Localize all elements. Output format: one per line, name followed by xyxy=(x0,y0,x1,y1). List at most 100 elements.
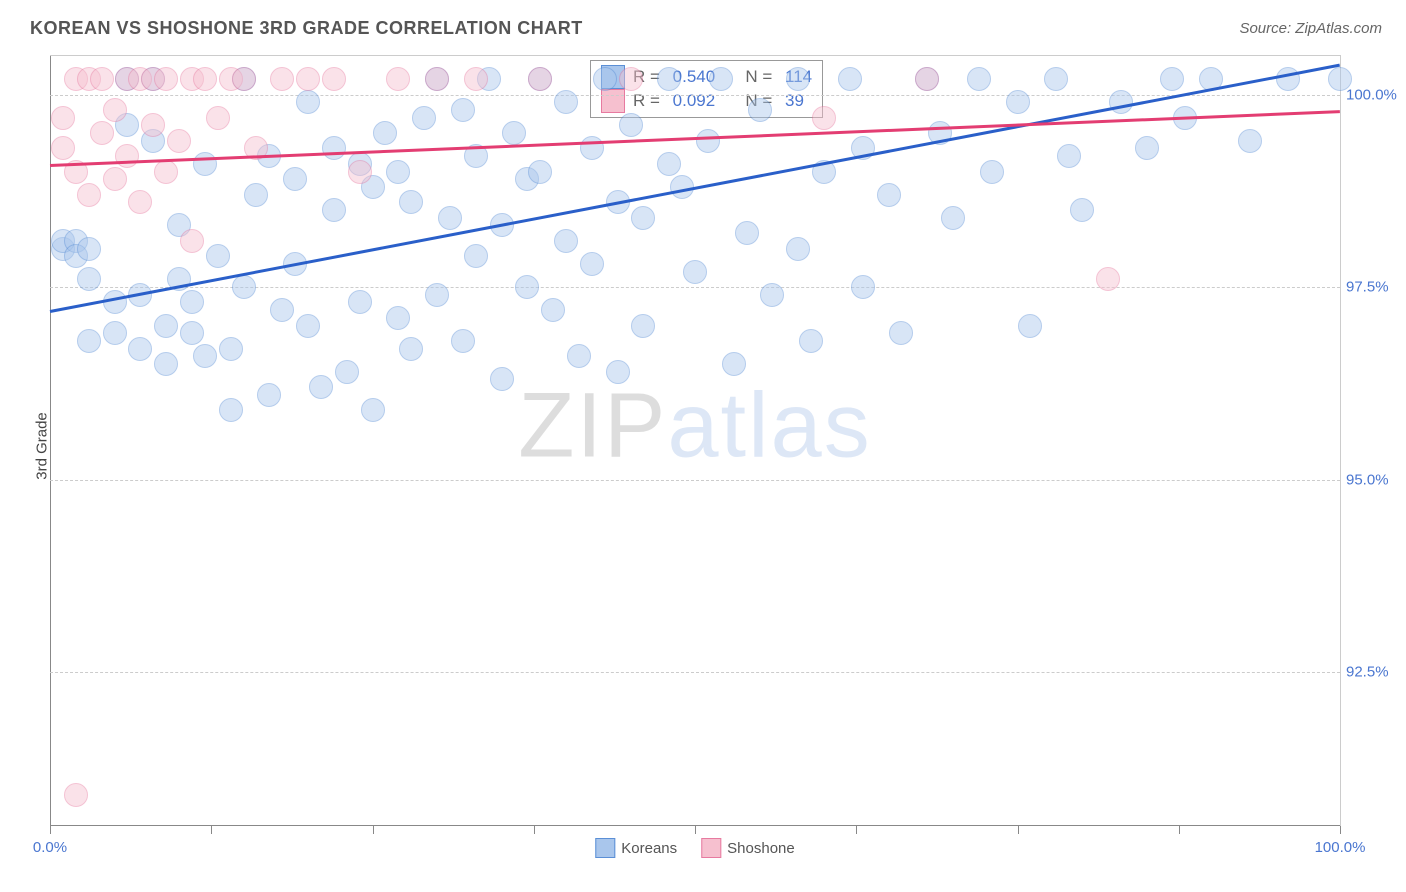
scatter-point xyxy=(386,67,410,91)
scatter-point xyxy=(257,383,281,407)
scatter-point xyxy=(1109,90,1133,114)
scatter-point xyxy=(425,67,449,91)
scatter-point xyxy=(877,183,901,207)
gridline xyxy=(50,95,1340,96)
scatter-point xyxy=(335,360,359,384)
scatter-point xyxy=(451,98,475,122)
y-tick-label: 100.0% xyxy=(1346,86,1406,103)
scatter-point xyxy=(128,337,152,361)
y-axis xyxy=(50,56,51,826)
scatter-point xyxy=(657,67,681,91)
scatter-point xyxy=(593,67,617,91)
scatter-point xyxy=(309,375,333,399)
scatter-point xyxy=(490,367,514,391)
scatter-point xyxy=(1057,144,1081,168)
scatter-point xyxy=(464,244,488,268)
scatter-plot-area: ZIPatlas R = 0.540 N = 114R = 0.092 N = … xyxy=(50,55,1341,826)
legend-label: Shoshone xyxy=(727,840,795,857)
scatter-point xyxy=(90,67,114,91)
scatter-point xyxy=(567,344,591,368)
legend-swatch xyxy=(595,838,615,858)
scatter-point xyxy=(760,283,784,307)
scatter-point xyxy=(322,136,346,160)
scatter-point xyxy=(270,298,294,322)
scatter-point xyxy=(348,290,372,314)
scatter-point xyxy=(851,275,875,299)
legend-label: Koreans xyxy=(621,840,677,857)
scatter-point xyxy=(631,314,655,338)
scatter-point xyxy=(1328,67,1352,91)
scatter-point xyxy=(541,298,565,322)
scatter-point xyxy=(373,121,397,145)
legend-item: Koreans xyxy=(595,838,677,858)
scatter-point xyxy=(232,67,256,91)
x-tick xyxy=(856,826,857,834)
scatter-point xyxy=(154,352,178,376)
scatter-point xyxy=(141,113,165,137)
watermark-light: atlas xyxy=(667,374,871,476)
scatter-point xyxy=(619,67,643,91)
scatter-point xyxy=(657,152,681,176)
scatter-point xyxy=(206,106,230,130)
scatter-point xyxy=(722,352,746,376)
scatter-point xyxy=(193,344,217,368)
scatter-point xyxy=(154,314,178,338)
scatter-point xyxy=(554,90,578,114)
scatter-point xyxy=(1018,314,1042,338)
x-tick xyxy=(1340,826,1341,834)
scatter-point xyxy=(735,221,759,245)
scatter-point xyxy=(399,190,423,214)
scatter-point xyxy=(361,398,385,422)
scatter-point xyxy=(103,321,127,345)
x-tick xyxy=(695,826,696,834)
scatter-point xyxy=(709,67,733,91)
scatter-point xyxy=(154,67,178,91)
scatter-point xyxy=(180,229,204,253)
scatter-point xyxy=(1096,267,1120,291)
scatter-point xyxy=(193,67,217,91)
chart-title: KOREAN VS SHOSHONE 3RD GRADE CORRELATION… xyxy=(30,18,583,39)
scatter-point xyxy=(425,283,449,307)
y-tick-label: 92.5% xyxy=(1346,664,1406,681)
scatter-point xyxy=(348,160,372,184)
scatter-point xyxy=(464,67,488,91)
legend-item: Shoshone xyxy=(701,838,795,858)
scatter-point xyxy=(167,129,191,153)
scatter-point xyxy=(1160,67,1184,91)
y-axis-label: 3rd Grade xyxy=(33,412,50,480)
scatter-point xyxy=(941,206,965,230)
scatter-point xyxy=(206,244,230,268)
scatter-point xyxy=(438,206,462,230)
scatter-point xyxy=(619,113,643,137)
source-attribution: Source: ZipAtlas.com xyxy=(1239,20,1382,37)
scatter-point xyxy=(296,90,320,114)
legend-swatch xyxy=(701,838,721,858)
scatter-point xyxy=(748,98,772,122)
scatter-point xyxy=(103,290,127,314)
scatter-point xyxy=(412,106,436,130)
scatter-point xyxy=(180,321,204,345)
gridline xyxy=(50,672,1340,673)
x-tick-label: 0.0% xyxy=(33,839,67,856)
scatter-point xyxy=(270,67,294,91)
x-tick xyxy=(534,826,535,834)
scatter-point xyxy=(322,198,346,222)
x-tick xyxy=(50,826,51,834)
scatter-point xyxy=(502,121,526,145)
scatter-point xyxy=(786,237,810,261)
scatter-point xyxy=(386,306,410,330)
scatter-point xyxy=(799,329,823,353)
scatter-point xyxy=(115,144,139,168)
scatter-point xyxy=(322,67,346,91)
watermark-bold: ZIP xyxy=(518,374,667,476)
scatter-point xyxy=(515,275,539,299)
scatter-point xyxy=(154,160,178,184)
scatter-point xyxy=(296,67,320,91)
scatter-point xyxy=(528,67,552,91)
scatter-point xyxy=(244,183,268,207)
scatter-point xyxy=(77,267,101,291)
x-tick xyxy=(373,826,374,834)
scatter-point xyxy=(915,67,939,91)
scatter-point xyxy=(696,129,720,153)
scatter-point xyxy=(219,398,243,422)
